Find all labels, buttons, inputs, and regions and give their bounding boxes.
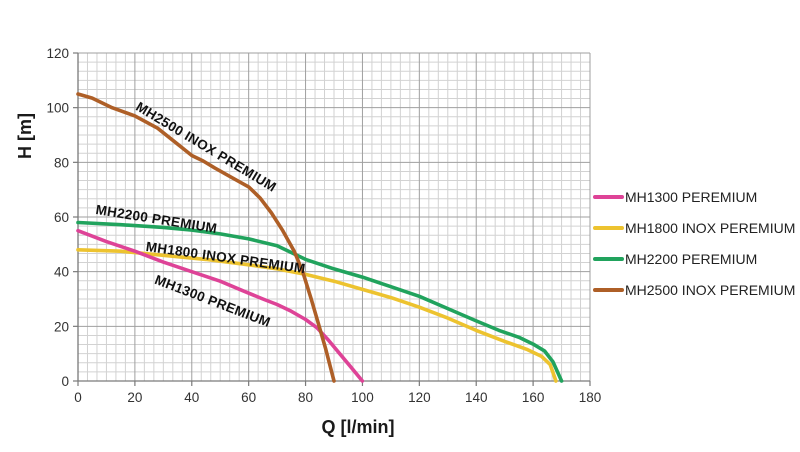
x-tick-label: 20 [127, 390, 142, 405]
y-tick-label: 60 [54, 210, 69, 225]
curve-mh2500 [76, 92, 336, 383]
x-axis-title: Q [l/min] [321, 417, 395, 437]
legend-label-mh2500: MH2500 INOX PEREMIUM [625, 282, 796, 298]
y-tick-label: 120 [46, 46, 69, 61]
y-tick-label: 80 [54, 155, 69, 170]
legend-item-mh2200: MH2200 PEREMIUM [593, 250, 798, 268]
chart-legend: MH1300 PEREMIUM MH1800 INOX PEREMIUM MH2… [593, 188, 798, 312]
curve-mh2200 [76, 220, 564, 383]
legend-line-swatch-mh1300 [593, 195, 624, 199]
legend-line-swatch-mh2500 [593, 288, 624, 292]
legend-line-swatch-mh2200 [593, 257, 624, 261]
y-tick-label: 100 [46, 101, 69, 116]
legend-item-mh1300: MH1300 PEREMIUM [593, 188, 798, 206]
legend-label-mh2200: MH2200 PEREMIUM [625, 251, 758, 267]
x-tick-label: 180 [579, 390, 602, 405]
curve-mh1800 [76, 248, 558, 383]
legend-label-mh1300: MH1300 PEREMIUM [625, 189, 758, 205]
x-tick-label: 140 [465, 390, 488, 405]
y-axis-title: H [m] [15, 113, 35, 159]
y-tick-label: 0 [61, 374, 69, 389]
x-tick-label: 80 [298, 390, 313, 405]
legend-item-mh1800: MH1800 INOX PEREMIUM [593, 219, 798, 237]
legend-label-mh1800: MH1800 INOX PEREMIUM [625, 220, 796, 236]
x-tick-label: 120 [408, 390, 431, 405]
y-tick-label: 40 [54, 265, 69, 280]
x-tick-label: 160 [522, 390, 545, 405]
x-tick-label: 60 [241, 390, 256, 405]
legend-line-swatch-mh1800 [593, 226, 624, 230]
curve-mh1300 [76, 228, 365, 383]
y-tick-label: 20 [54, 319, 69, 334]
legend-item-mh2500: MH2500 INOX PEREMIUM [593, 281, 798, 299]
x-tick-label: 40 [184, 390, 199, 405]
x-tick-label: 100 [351, 390, 374, 405]
x-tick-label: 0 [74, 390, 82, 405]
